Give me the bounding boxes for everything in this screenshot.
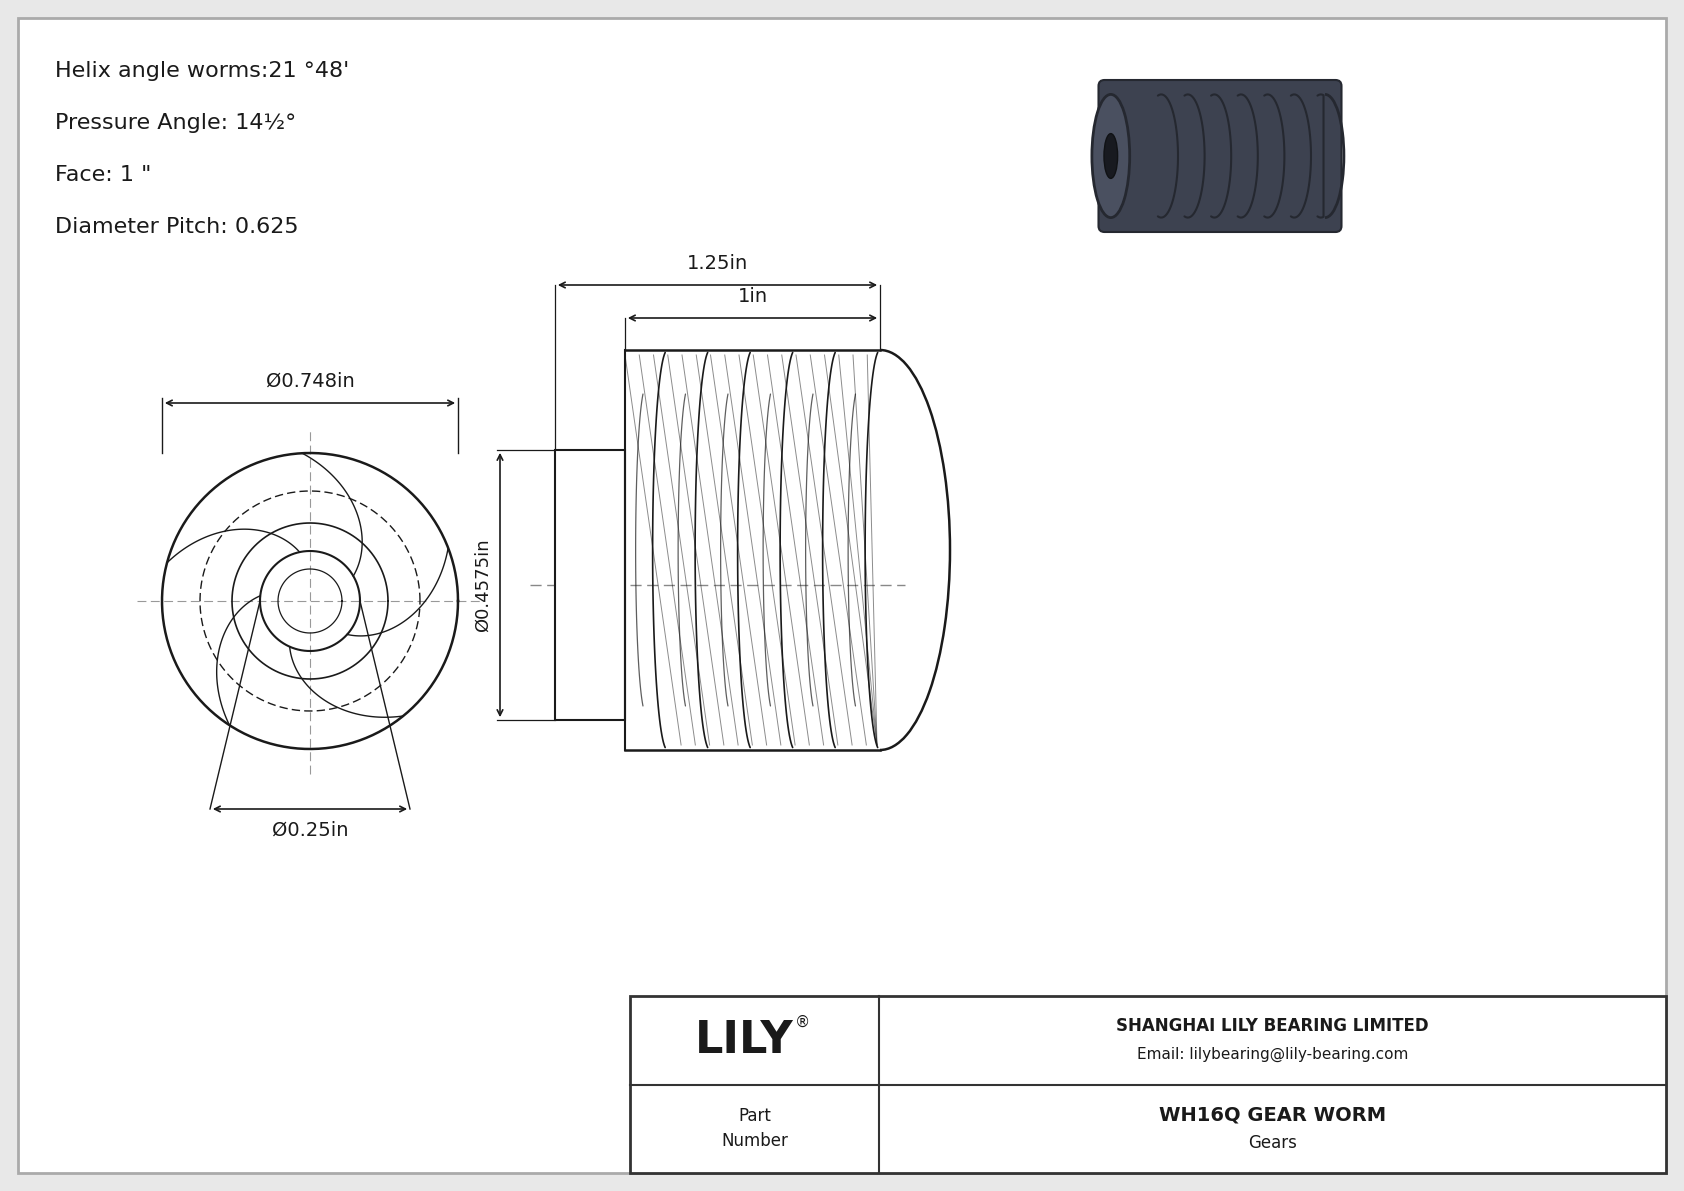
Text: 1in: 1in xyxy=(738,287,768,306)
Bar xyxy=(556,450,625,721)
Text: Ø0.4575in: Ø0.4575in xyxy=(473,538,492,631)
Text: 1.25in: 1.25in xyxy=(687,254,748,273)
Text: Gears: Gears xyxy=(1248,1134,1297,1152)
Text: Ø0.748in: Ø0.748in xyxy=(266,372,354,391)
Text: Face: 1 ": Face: 1 " xyxy=(56,166,152,185)
Ellipse shape xyxy=(1091,94,1130,218)
Text: ®: ® xyxy=(795,1015,810,1030)
Text: SHANGHAI LILY BEARING LIMITED: SHANGHAI LILY BEARING LIMITED xyxy=(1116,1017,1428,1035)
Text: WH16Q GEAR WORM: WH16Q GEAR WORM xyxy=(1159,1105,1386,1124)
Text: Pressure Angle: 14½°: Pressure Angle: 14½° xyxy=(56,113,296,133)
Text: Part
Number: Part Number xyxy=(721,1108,788,1151)
Bar xyxy=(630,996,1665,1173)
Text: Diameter Pitch: 0.625: Diameter Pitch: 0.625 xyxy=(56,217,298,237)
Ellipse shape xyxy=(1105,133,1118,179)
FancyBboxPatch shape xyxy=(1098,80,1342,232)
Text: Email: lilybearing@lily-bearing.com: Email: lilybearing@lily-bearing.com xyxy=(1137,1047,1408,1062)
Text: LILY: LILY xyxy=(695,1018,793,1061)
Text: Ø0.25in: Ø0.25in xyxy=(271,821,349,840)
Text: Helix angle worms:21 °48': Helix angle worms:21 °48' xyxy=(56,61,349,81)
